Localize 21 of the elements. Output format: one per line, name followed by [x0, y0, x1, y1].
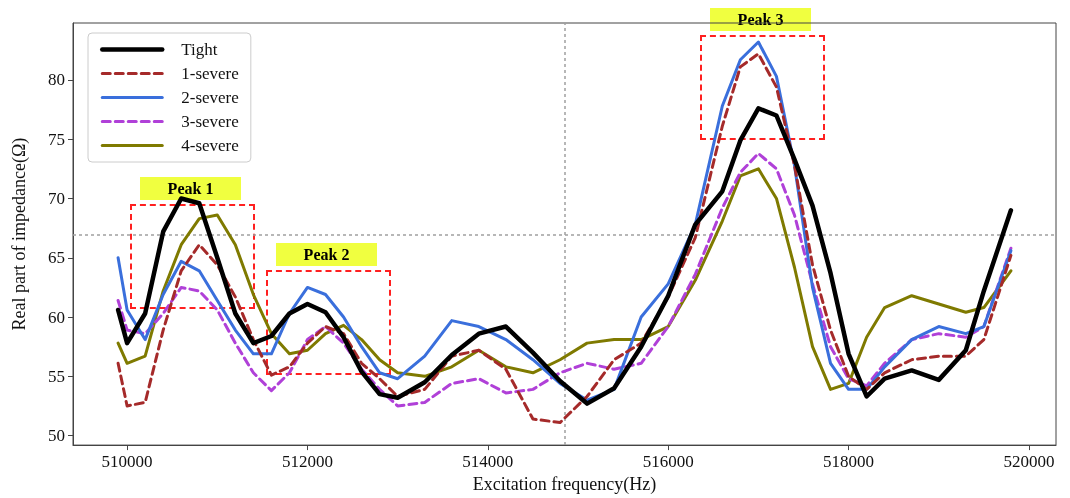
- x-tick-label: 514000: [462, 452, 514, 472]
- legend-label: 3-severe: [181, 112, 239, 131]
- y-tick-label: 70: [48, 188, 65, 208]
- line-series: [115, 106, 1014, 406]
- y-axis-title: Real part of impedance(Ω): [9, 137, 30, 331]
- y-tick-label: 55: [48, 366, 65, 386]
- legend-label: Tight: [181, 40, 218, 59]
- y-tick-label: 80: [48, 70, 65, 90]
- x-tick-label: 520000: [1003, 452, 1055, 472]
- y-tick-label: 60: [48, 307, 65, 327]
- x-tick-label: 512000: [281, 452, 333, 472]
- legend-label: 1-severe: [181, 64, 239, 83]
- x-tick-label: 518000: [823, 452, 875, 472]
- legend-label: 4-severe: [181, 136, 239, 155]
- x-tick-label: 510000: [101, 452, 153, 472]
- legend-label: 2-severe: [181, 88, 239, 107]
- x-axis-title: Excitation frequency(Hz): [472, 474, 657, 495]
- x-tick-label: 516000: [642, 452, 694, 472]
- y-tick-label: 75: [48, 129, 65, 149]
- y-tick-label: 50: [48, 426, 65, 446]
- y-tick-label: 65: [48, 248, 65, 268]
